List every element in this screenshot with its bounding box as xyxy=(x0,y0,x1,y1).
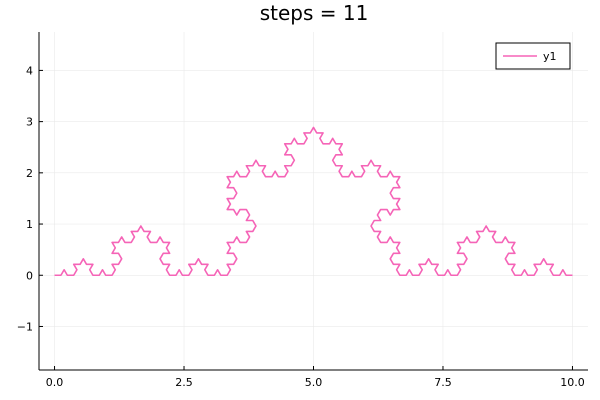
y-tick-label: 1 xyxy=(26,218,33,231)
x-tick-label: 10.0 xyxy=(560,376,585,389)
x-tick-label: 7.5 xyxy=(434,376,452,389)
legend-label-y1: y1 xyxy=(543,50,557,63)
series-line-y1 xyxy=(54,126,573,277)
x-tick-label: 5.0 xyxy=(305,376,323,389)
x-tick-label: 0.0 xyxy=(46,376,64,389)
y-tick-label: 4 xyxy=(26,64,33,77)
y-tick-label: −1 xyxy=(17,320,33,333)
series-layer xyxy=(54,126,573,277)
grid xyxy=(39,32,588,370)
y-tick-label: 3 xyxy=(26,116,33,129)
y-tick-label: 2 xyxy=(26,167,33,180)
chart-title: steps = 11 xyxy=(260,1,369,25)
x-tick-label: 2.5 xyxy=(175,376,193,389)
ticks: 0.0 2.5 5.0 7.5 10.0 −1 0 1 2 3 4 xyxy=(17,64,585,389)
y-tick-label: 0 xyxy=(26,269,33,282)
legend: y1 xyxy=(495,42,571,70)
